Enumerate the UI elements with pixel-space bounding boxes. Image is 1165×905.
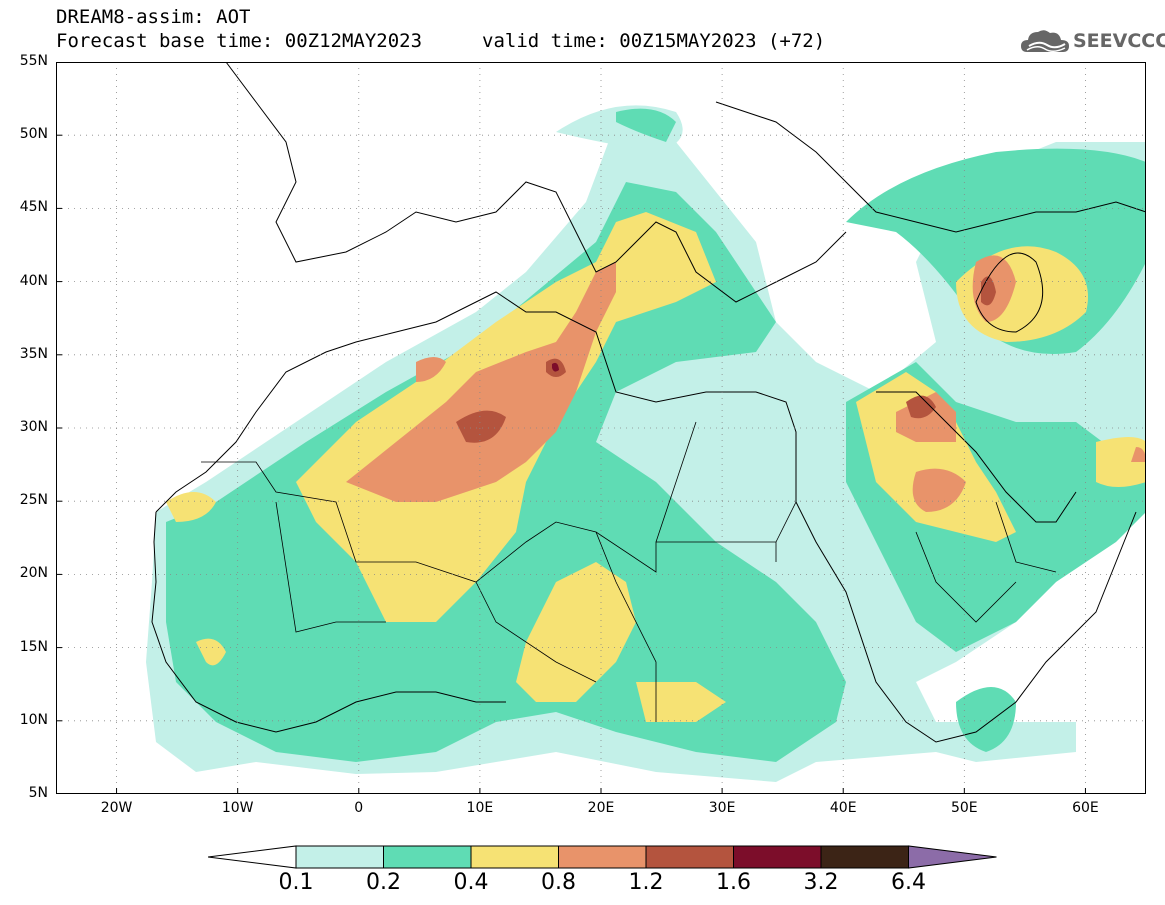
colorbar-segment xyxy=(820,845,909,869)
lon-label: 40E xyxy=(829,800,857,816)
colorbar-level-label: 0.2 xyxy=(366,870,401,895)
lon-label: 10E xyxy=(466,800,494,816)
colorbar-segment xyxy=(645,845,734,869)
colorbar-under-triangle xyxy=(208,845,297,869)
cloud-icon xyxy=(1021,30,1069,52)
axis-ticks xyxy=(56,62,1086,794)
colorbar-level-label: 1.2 xyxy=(628,870,664,895)
aot-map xyxy=(56,62,1146,794)
lat-label: 50N xyxy=(19,126,48,143)
colorbar xyxy=(208,845,997,869)
lon-label: 0 xyxy=(354,800,364,816)
lat-label: 20N xyxy=(19,565,48,582)
colorbar-segment xyxy=(733,845,822,869)
country-borders xyxy=(201,421,1057,722)
lat-label: 55N xyxy=(19,53,48,69)
colorbar-segment xyxy=(470,845,559,869)
title-line-1: DREAM8-assim: AOT xyxy=(56,6,251,28)
colorbar-level-label: 0.8 xyxy=(541,870,576,895)
lon-label: 50E xyxy=(950,800,978,816)
lat-label: 5N xyxy=(28,785,48,801)
lat-label: 10N xyxy=(19,711,48,728)
lat-label: 25N xyxy=(19,492,48,509)
aot-field xyxy=(146,105,1146,782)
lat-label: 40N xyxy=(19,272,48,289)
colorbar-level-label: 0.4 xyxy=(453,870,489,895)
title-line-2: Forecast base time: 00Z12MAY2023 xyxy=(56,30,423,52)
logo-text: SEEVCCC xyxy=(1073,30,1165,52)
lon-label: 30E xyxy=(708,800,736,816)
colorbar-level-label: 1.6 xyxy=(716,870,751,895)
colorbar-segment xyxy=(383,845,472,869)
colorbar-level-label: 3.2 xyxy=(803,870,839,895)
colorbar-segment xyxy=(558,845,647,869)
colorbar-level-label: 6.4 xyxy=(891,870,926,895)
coastlines xyxy=(151,62,1146,743)
grid-lines xyxy=(56,62,1146,794)
lat-label: 45N xyxy=(19,199,48,216)
colorbar-level-label: 0.1 xyxy=(278,870,314,895)
colorbar-segment xyxy=(295,845,384,869)
lon-label: 20E xyxy=(587,800,615,816)
seevccc-logo: SEEVCCC xyxy=(1019,24,1165,60)
lon-label: 20W xyxy=(100,800,133,816)
colorbar-over-triangle xyxy=(908,845,997,869)
lon-label: 10W xyxy=(221,800,254,816)
lat-label: 15N xyxy=(19,638,48,655)
lon-label: 60E xyxy=(1072,800,1099,816)
lat-label: 35N xyxy=(19,345,48,362)
lat-label: 30N xyxy=(19,419,48,435)
title-line-3: valid time: 00Z15MAY2023 (+72) xyxy=(482,30,826,52)
